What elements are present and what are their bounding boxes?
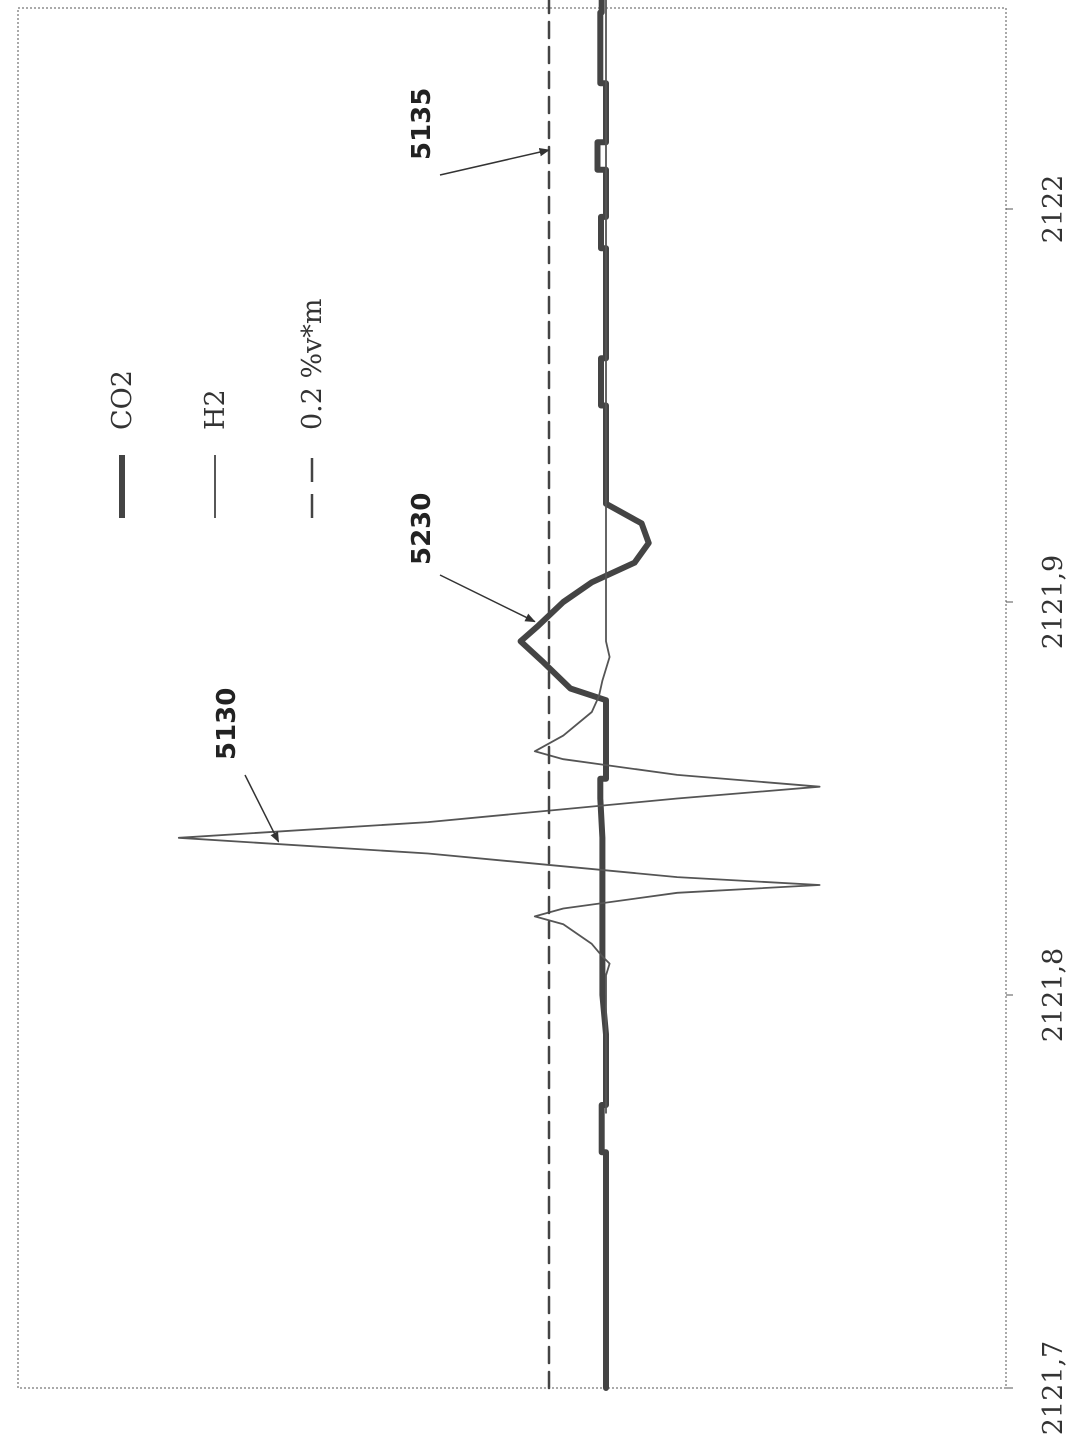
x-tick-label: 2121,8	[1038, 948, 1069, 1042]
annotation-label: 5135	[407, 88, 437, 160]
legend: CO2 H2 0.2 %v*m	[107, 298, 328, 518]
annotation-label: 5230	[407, 493, 437, 565]
plot-frame	[18, 8, 1006, 1388]
annotation-label: 5130	[212, 688, 242, 760]
legend-label: 0.2 %v*m	[297, 298, 328, 430]
series-layer	[179, 0, 820, 1388]
x-tick-label: 2121,9	[1038, 555, 1069, 649]
legend-label: H2	[200, 389, 231, 430]
x-tick-label: 2122	[1038, 175, 1069, 244]
series-line-co2	[521, 0, 649, 1388]
annotation-layer: 5130 5230 5135	[212, 88, 549, 842]
x-tick-label: 2121,7	[1038, 1341, 1069, 1435]
legend-label: CO2	[107, 370, 138, 430]
annotation-arrow	[440, 150, 549, 175]
annotation-arrow	[440, 575, 535, 622]
series-line-h2	[179, 0, 820, 1113]
tick-layer: 2121,7 2121,8 2121,9 2122	[1006, 175, 1069, 1436]
